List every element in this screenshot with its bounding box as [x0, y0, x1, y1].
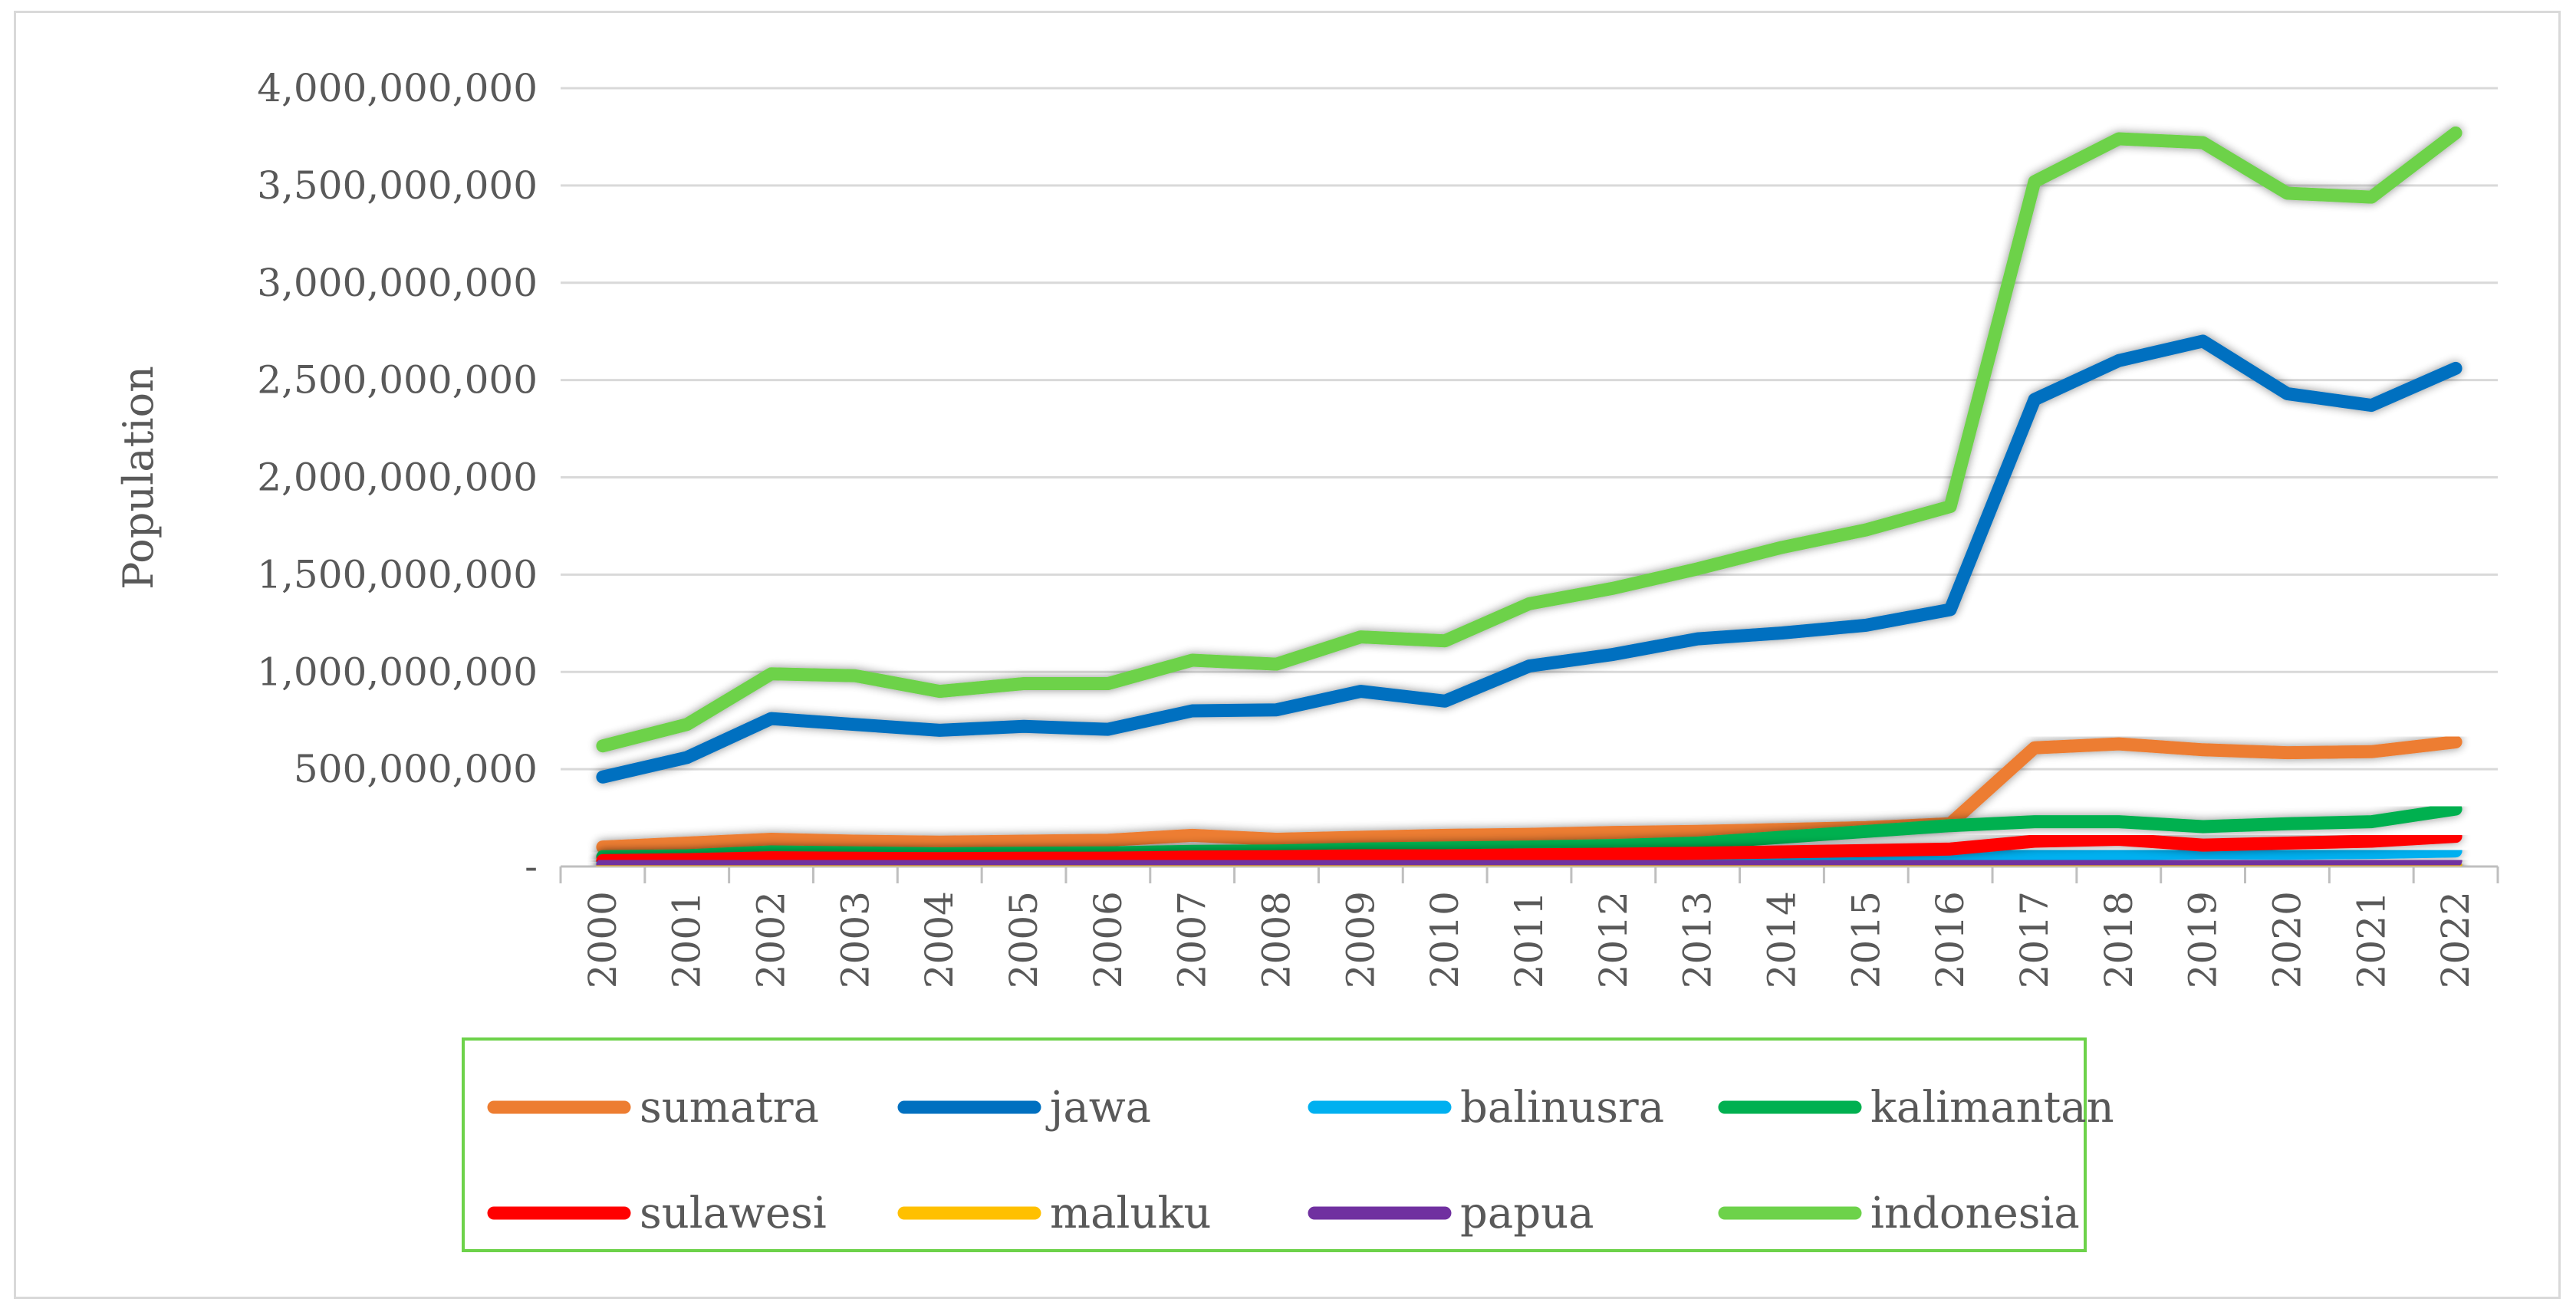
x-tick-label: 2008 [1255, 891, 1299, 988]
x-tick-label: 2003 [833, 891, 877, 988]
x-tick-label: 2013 [1676, 891, 1720, 988]
y-tick-label: 3,500,000,000 [257, 163, 538, 208]
series-line-sumatra [596, 735, 2462, 854]
y-tick-label: 1,500,000,000 [257, 552, 538, 597]
legend-label-balinusra: balinusra [1460, 1083, 1664, 1133]
legend: sumatra jawa balinusra kalimantan sulawesi ma… [462, 1037, 2114, 1252]
series-line-indonesia [596, 126, 2462, 753]
x-tick-label: 2001 [665, 891, 709, 988]
x-tick-label: 2010 [1423, 891, 1467, 988]
legend-label-jawa: jawa [1045, 1083, 1151, 1133]
legend-label-sulawesi: sulawesi [640, 1189, 827, 1238]
chart-frame: - 500,000,000 1,000,000,000 1,500,000,000 2,… [14, 11, 2561, 1299]
y-axis: - 500,000,000 1,000,000,000 1,500,000,000 2,… [257, 66, 538, 889]
x-axis: 2000 2001 2002 2003 2004 2005 2006 2007 2008 2009… [559, 865, 2499, 988]
line-chart: - 500,000,000 1,000,000,000 1,500,000,000 2,… [114, 66, 2499, 1252]
x-tick-label: 2011 [1507, 891, 1551, 988]
x-tick-label: 2014 [1759, 891, 1804, 988]
y-tick-label: - [525, 844, 538, 889]
x-tick-label: 2000 [581, 891, 625, 988]
x-tick-label: 2012 [1591, 891, 1636, 988]
x-tick-label: 2006 [1086, 891, 1130, 988]
x-tick-label: 2007 [1170, 891, 1215, 988]
legend-border [462, 1037, 2087, 1252]
series-line-papua [596, 853, 2462, 872]
x-tick-label: 2002 [749, 891, 794, 988]
y-tick-label: 4,000,000,000 [257, 66, 538, 110]
legend-label-papua: papua [1460, 1189, 1594, 1238]
legend-label-maluku: maluku [1050, 1189, 1211, 1238]
gridlines [561, 87, 2498, 771]
y-tick-label: 1,000,000,000 [257, 649, 538, 694]
x-tick-label: 2018 [2097, 891, 2141, 988]
x-tick-label: 2020 [2265, 891, 2309, 988]
x-tick-label: 2015 [1844, 891, 1888, 988]
y-axis-title: Population [114, 366, 163, 590]
x-tick-label: 2021 [2349, 891, 2393, 988]
legend-label-sumatra: sumatra [640, 1083, 819, 1133]
x-tick-label: 2005 [1002, 891, 1046, 988]
x-tick-label: 2017 [2012, 891, 2057, 988]
x-tick-label: 2009 [1338, 891, 1383, 988]
y-tick-label: 3,000,000,000 [257, 261, 538, 305]
legend-label-indonesia: indonesia [1870, 1189, 2080, 1238]
series-lines [596, 126, 2462, 873]
y-tick-label: 2,000,000,000 [257, 455, 538, 500]
y-tick-label: 2,500,000,000 [257, 358, 538, 403]
series-line-jawa [596, 334, 2462, 784]
y-tick-label: 500,000,000 [294, 747, 538, 791]
x-tick-label: 2004 [917, 891, 962, 988]
x-tick-label: 2022 [2433, 891, 2478, 988]
x-tick-label: 2016 [1928, 891, 1972, 988]
x-tick-label: 2019 [2181, 891, 2226, 988]
legend-label-kalimantan: kalimantan [1870, 1083, 2114, 1133]
